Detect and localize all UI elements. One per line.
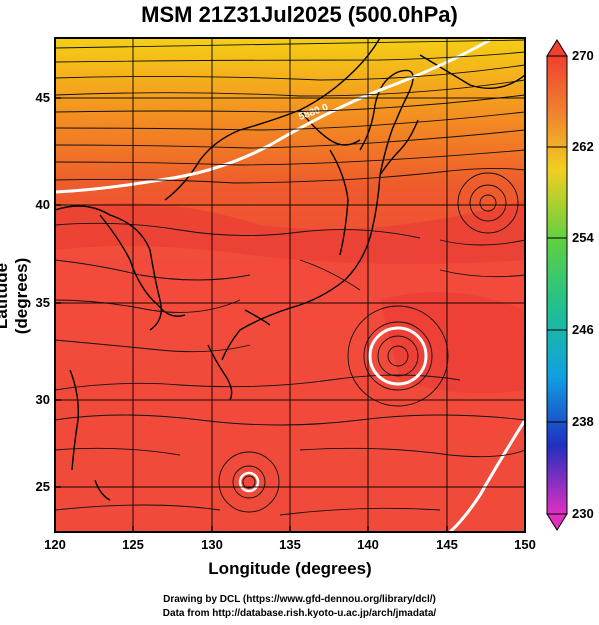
y-tick-45: 45: [35, 90, 50, 105]
grid: [55, 38, 525, 532]
contour-lines: [55, 38, 525, 532]
colorbar-top-arrow: [546, 39, 568, 57]
x-tick-130: 130: [201, 537, 223, 552]
colorbar-tick-238: 238: [572, 414, 594, 429]
x-tick-145: 145: [436, 537, 458, 552]
chart-title: MSM 21Z31Jul2025 (500.0hPa): [141, 2, 458, 27]
eddy-northeast: [457, 172, 519, 234]
colorbar-tick-246: 246: [572, 322, 594, 337]
credit-drawing: Drawing by DCL (https://www.gfd-dennou.o…: [163, 594, 436, 605]
x-tick-135: 135: [279, 537, 301, 552]
warm-patch-east: [380, 292, 525, 394]
colorbar: [546, 39, 568, 531]
y-tick-25: 25: [35, 479, 50, 494]
colorbar-tick-230: 230: [572, 506, 594, 521]
x-axis-label: Longitude (degrees): [208, 559, 372, 578]
x-tick-125: 125: [122, 537, 144, 552]
eddy-south: [218, 451, 280, 513]
colorbar-tick-270: 270: [572, 48, 594, 63]
y-axis-label: Latitude (degrees): [0, 257, 31, 335]
high-contour: [368, 326, 428, 386]
colorbar-tick-262: 262: [572, 139, 594, 154]
y-tick-40: 40: [35, 197, 50, 212]
small-contour: [238, 471, 260, 493]
y-tick-35: 35: [35, 295, 50, 310]
x-tick-140: 140: [357, 537, 379, 552]
colorbar-body: [546, 55, 568, 515]
eddy-south-of-japan: [347, 305, 449, 407]
x-tick-120: 120: [44, 537, 66, 552]
colorbar-bottom-arrow: [546, 513, 568, 531]
colorbar-tick-254: 254: [572, 230, 594, 245]
credit-data: Data from http://database.rish.kyoto-u.a…: [162, 608, 437, 619]
y-tick-30: 30: [35, 392, 50, 407]
x-tick-150: 150: [514, 537, 536, 552]
streamlines: [55, 39, 525, 516]
tick-marks: [54, 97, 526, 532]
